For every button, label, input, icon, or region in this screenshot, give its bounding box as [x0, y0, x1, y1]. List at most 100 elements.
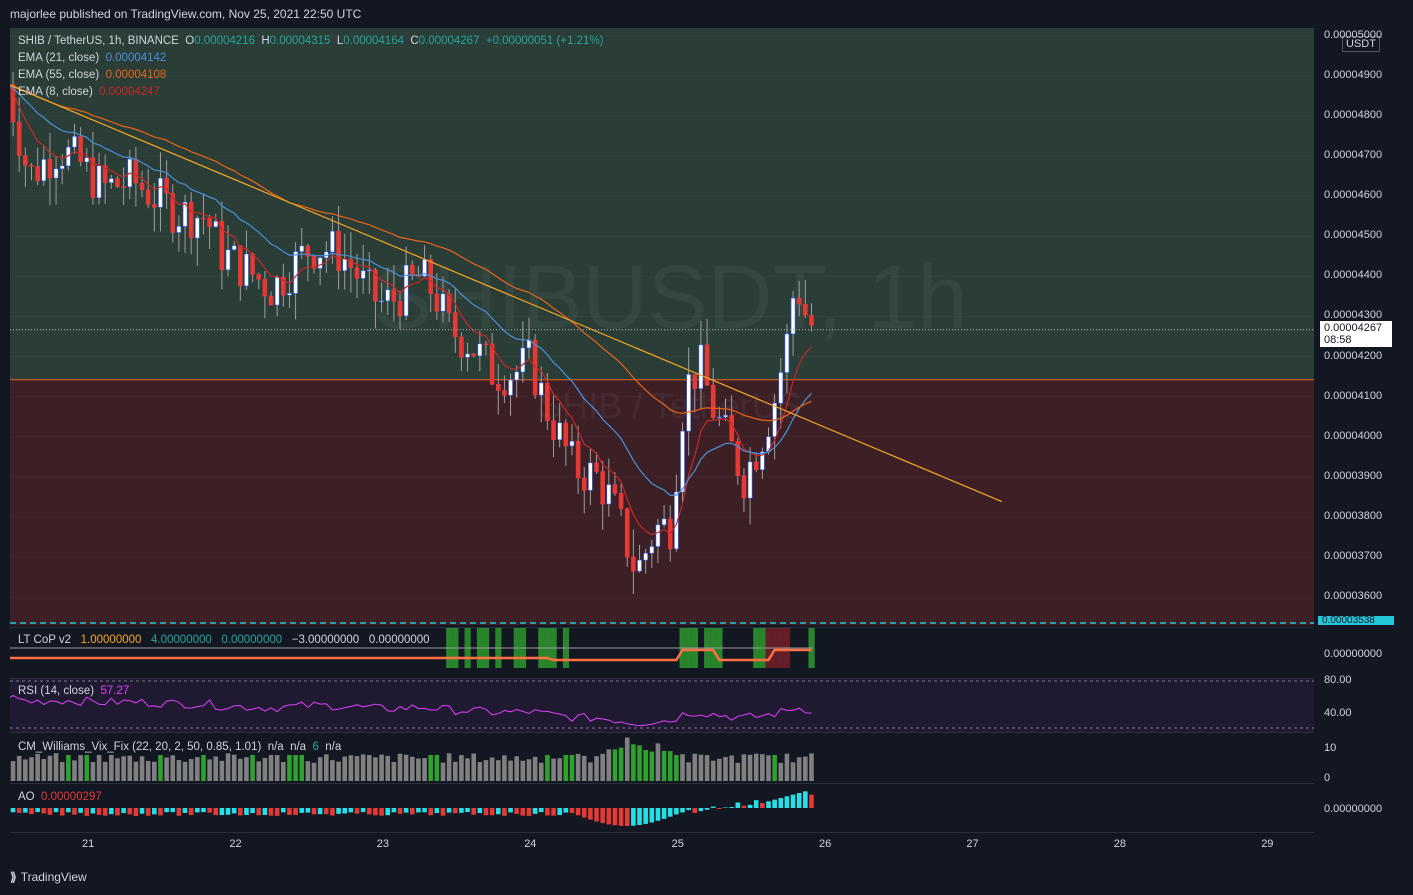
ao-bar: [545, 808, 550, 816]
vix-bar: [262, 757, 268, 781]
vix-bar: [508, 760, 513, 781]
vix-chart[interactable]: [10, 733, 1314, 783]
candle-body: [219, 221, 225, 271]
vix-bar: [170, 755, 176, 781]
tradingview-footer[interactable]: ⟫ TradingView: [10, 870, 87, 884]
ao-bar: [729, 807, 734, 808]
ltcop-axis-label: 0.00000000: [1324, 648, 1383, 660]
vix-legend[interactable]: CM_Williams_Vix_Fix (22, 20, 2, 50, 0.85…: [18, 741, 341, 753]
ema55-legend[interactable]: EMA (55, close) 0.00004108: [18, 69, 166, 81]
ltcop-chart[interactable]: [10, 628, 1314, 678]
vix-bar: [35, 753, 40, 781]
time-axis-label: 27: [966, 838, 979, 850]
vix-bar: [176, 760, 182, 781]
ltcop-value-3: 0.00000000: [221, 634, 283, 646]
rsi-line: [10, 694, 812, 727]
vix-bar: [219, 760, 225, 781]
candle-body: [409, 264, 415, 275]
ao-bar: [643, 808, 648, 824]
ao-bar: [72, 808, 77, 815]
ao-bar: [796, 793, 802, 808]
vix-value-4: n/a: [325, 741, 342, 753]
candle-body: [53, 168, 59, 179]
ema21-legend[interactable]: EMA (21, close) 0.00004142: [18, 52, 166, 64]
candle-body: [336, 230, 341, 271]
vix-bar: [66, 755, 71, 781]
vix-bar: [317, 757, 323, 781]
price-axis-label: 0.00003800: [1324, 509, 1383, 522]
vix-pane[interactable]: [10, 732, 1314, 783]
vix-bar: [471, 753, 476, 781]
vix-bar: [23, 759, 28, 781]
ao-bar: [158, 808, 163, 816]
vix-bar: [452, 761, 458, 781]
candle-body: [121, 186, 126, 188]
vix-bar: [428, 755, 434, 781]
ao-bar: [379, 808, 384, 816]
ao-bar: [508, 808, 513, 813]
ltcop-pane[interactable]: [10, 627, 1314, 678]
ao-bar: [250, 808, 255, 814]
vix-bar: [606, 749, 612, 781]
rsi-value: 57.27: [100, 685, 130, 697]
ltcop-legend[interactable]: LT CoP v2 1.00000000 4.00000000 0.000000…: [18, 634, 430, 646]
candle-body: [397, 300, 403, 317]
vix-bar: [47, 755, 53, 781]
ao-bar: [575, 808, 581, 816]
candle-body: [35, 166, 40, 182]
vix-axis-0: 0: [1324, 772, 1331, 784]
candle-body: [606, 484, 612, 505]
symbol-name[interactable]: SHIB / TetherUS, 1h, BINANCE: [18, 35, 179, 47]
main-chart-pane[interactable]: SHIBUSDT, 1h SHIB / TetherUS: [10, 28, 1314, 625]
candle-body: [674, 491, 679, 550]
price-axis-label: 0.00004400: [1324, 269, 1383, 282]
ao-bar: [305, 808, 311, 813]
ao-bar: [16, 808, 22, 813]
candle-body: [244, 253, 249, 287]
candle-body: [680, 430, 685, 493]
ao-bar: [747, 804, 753, 808]
vix-bar: [600, 753, 605, 781]
currency-badge[interactable]: USDT: [1342, 36, 1380, 52]
candle-body: [23, 155, 28, 166]
vix-axis-10: 10: [1324, 742, 1337, 754]
candle-body: [281, 276, 286, 296]
candle-body: [250, 253, 255, 275]
vix-bar: [526, 759, 532, 781]
candle-body: [452, 312, 458, 338]
ema8-legend[interactable]: EMA (8, close) 0.00004247: [18, 86, 160, 98]
candle-body: [483, 343, 489, 346]
candle-body: [176, 226, 182, 233]
candle-body: [207, 217, 212, 228]
candle-body: [379, 300, 384, 303]
ao-legend[interactable]: AO 0.00000297: [18, 791, 102, 803]
publisher-header: majorlee published on TradingView.com, N…: [0, 0, 1413, 28]
ao-pane[interactable]: [10, 783, 1314, 832]
candle-body: [612, 484, 618, 494]
ao-bar: [778, 798, 784, 808]
rsi-chart[interactable]: [10, 679, 1314, 732]
ao-chart[interactable]: [10, 784, 1314, 832]
ao-bar: [35, 808, 40, 813]
vix-bar: [784, 753, 790, 781]
vix-bar: [133, 761, 139, 781]
rsi-pane[interactable]: [10, 678, 1314, 732]
ao-bar: [416, 808, 421, 813]
ao-bar: [440, 808, 446, 816]
time-axis[interactable]: [10, 832, 1314, 859]
rsi-legend[interactable]: RSI (14, close) 57.27: [18, 685, 129, 697]
candle-body: [723, 414, 728, 418]
vix-bar: [667, 751, 673, 781]
vix-bar: [581, 755, 587, 781]
candle-body: [545, 382, 550, 422]
ao-bar: [667, 808, 673, 817]
candle-body: [600, 471, 605, 505]
vix-bar: [10, 761, 16, 781]
candle-body: [729, 414, 734, 442]
vix-bar: [624, 737, 630, 781]
candle-body: [698, 344, 704, 389]
ao-bar: [661, 808, 667, 819]
time-axis-label: 26: [819, 838, 832, 850]
candle-body: [643, 552, 648, 561]
